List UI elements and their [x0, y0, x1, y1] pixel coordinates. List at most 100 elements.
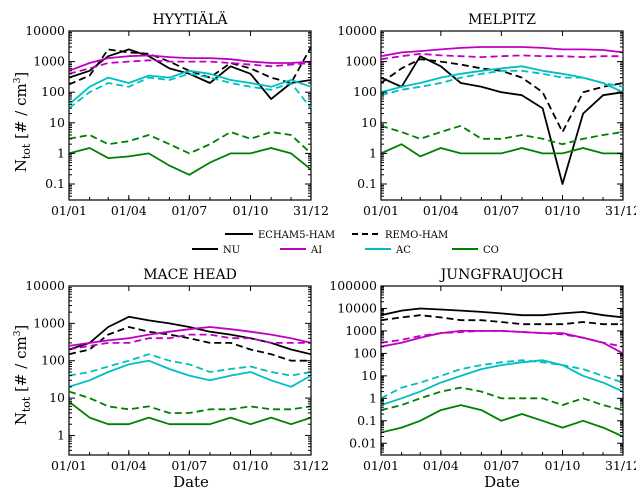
y-tick-label: 0.01 — [349, 435, 377, 450]
legend-label-ac: AC — [395, 245, 411, 256]
x-tick-label: 01/04 — [423, 458, 459, 473]
y-tick-label: 10 — [361, 368, 377, 383]
x-axis-label-left: Date — [173, 473, 209, 491]
series-line-ai-remo-ham — [380, 329, 624, 348]
x-tick-label: 01/01 — [363, 203, 399, 218]
y-tick-label: 100 — [353, 345, 377, 360]
plot-frame — [68, 30, 312, 201]
chart-panels: 01/01 01/04 01/07 01/10 31/120.1110100100010… — [25, 10, 636, 473]
chart-panel-4: 01/01 01/04 01/07 01/10 31/12 0.01 0.1 1 10 100 10… — [329, 267, 636, 473]
series-line-ai-echam5-ham — [380, 329, 624, 355]
y-tick-label: 10000 — [25, 278, 65, 293]
legend-label-co: CO — [483, 245, 499, 256]
series-line-co-remo-ham — [380, 386, 624, 411]
y-tick-label: 1000 — [345, 54, 377, 69]
x-axis-label-right: Date — [484, 473, 520, 491]
y-tick-label: 1 — [57, 145, 65, 160]
series-line-ai-echam5-ham — [380, 46, 624, 58]
legend-label-remo: REMO-HAM — [385, 230, 448, 241]
series-line-ac-echam5-ham — [68, 359, 312, 388]
y-tick-label: 1000 — [33, 315, 65, 330]
series-line-ac-remo-ham — [380, 359, 624, 400]
x-tick-label: 01/10 — [232, 458, 268, 473]
x-tick-label: 31/12 — [605, 458, 636, 473]
legend: ECHAM5-HAM REMO-HAM NU AI AC CO — [192, 230, 499, 256]
series-line-nu-echam5-ham — [380, 55, 624, 185]
y-tick-label: 10 — [49, 115, 65, 130]
x-tick-label: 01/07 — [171, 458, 207, 473]
chart-title: MACE HEAD — [143, 267, 237, 283]
x-tick-label: 01/04 — [423, 203, 459, 218]
series-line-co-echam5-ham — [380, 404, 624, 438]
y-axis-label-top: Ntot [# / cm3] — [12, 72, 33, 173]
series-line-ac-remo-ham — [380, 69, 624, 97]
legend-label-ai: AI — [310, 245, 322, 256]
x-tick-label: 01/10 — [544, 203, 580, 218]
y-tick-label: 10000 — [337, 300, 377, 315]
series-line-co-echam5-ham — [68, 400, 312, 426]
legend-item-ai: AI — [280, 245, 322, 256]
x-tick-label: 01/07 — [171, 203, 207, 218]
y-tick-label: 1 — [369, 390, 377, 405]
y-tick-label: 1 — [57, 427, 65, 442]
y-tick-label: 0.1 — [357, 413, 377, 428]
x-tick-label: 01/01 — [51, 458, 87, 473]
y-tick-label: 10000 — [25, 23, 65, 38]
chart-panel-3: 01/01 01/04 01/07 01/10 31/12 1 10 100 1000 10000… — [25, 267, 329, 473]
series-line-nu-echam5-ham — [68, 48, 312, 100]
series-line-ac-echam5-ham — [380, 359, 624, 406]
chart-panel-2: 01/01 01/04 01/07 01/10 31/12 0.1 1 10 100 1000 10… — [337, 12, 636, 218]
x-tick-label: 31/12 — [293, 458, 329, 473]
legend-item-nu: NU — [192, 245, 240, 256]
legend-label-nu: NU — [223, 245, 240, 256]
y-tick-label: 0.1 — [45, 176, 65, 191]
y-tick-label: 1000 — [345, 323, 377, 338]
x-tick-label: 01/07 — [483, 458, 519, 473]
series-line-ai-remo-ham — [68, 59, 312, 75]
series-line-co-echam5-ham — [68, 147, 312, 176]
series-line-nu-remo-ham — [380, 314, 623, 326]
y-tick-label: 10 — [49, 390, 65, 405]
series-line-ai-echam5-ham — [68, 326, 312, 347]
series-line-ac-echam5-ham — [380, 65, 624, 94]
series-line-ac-remo-ham — [68, 72, 312, 109]
legend-item-ac: AC — [365, 245, 411, 256]
x-tick-label: 01/07 — [483, 203, 519, 218]
y-tick-label: 1000 — [33, 54, 65, 69]
series-line-nu-remo-ham — [68, 326, 311, 362]
series-line-co-remo-ham — [68, 390, 312, 414]
legend-item-remo: REMO-HAM — [352, 230, 448, 241]
series-line-ac-echam5-ham — [68, 69, 312, 106]
series-line-co-remo-ham — [380, 124, 624, 146]
y-tick-label: 10000 — [337, 23, 377, 38]
y-tick-label: 100 — [41, 84, 65, 99]
legend-item-echam: ECHAM5-HAM — [225, 230, 335, 241]
series-line-ac-remo-ham — [68, 353, 312, 377]
y-tick-label: 100 — [353, 84, 377, 99]
plot-frame — [68, 285, 312, 456]
chart-title: MELPITZ — [468, 12, 536, 28]
chart-panel-1: 01/01 01/04 01/07 01/10 31/12 0.1 1 10 100 1000 10… — [25, 10, 329, 218]
legend-item-co: CO — [452, 245, 499, 256]
y-tick-label: 100000 — [329, 278, 377, 293]
x-tick-label: 01/10 — [544, 458, 580, 473]
series-line-ai-echam5-ham — [68, 54, 312, 72]
chart-title: HYYTIÄLÄ — [152, 10, 228, 28]
series-line-ai-remo-ham — [380, 52, 623, 61]
chart-title: JUNGFRAUJOCH — [439, 267, 564, 283]
x-tick-label: 01/04 — [111, 458, 147, 473]
legend-label-echam: ECHAM5-HAM — [258, 230, 335, 241]
x-tick-label: 31/12 — [293, 203, 329, 218]
y-tick-label: 1 — [369, 145, 377, 160]
y-tick-label: 10 — [361, 115, 377, 130]
x-tick-label: 31/12 — [605, 203, 636, 218]
x-tick-label: 01/01 — [51, 203, 87, 218]
y-tick-label: 0.1 — [357, 176, 377, 191]
x-tick-label: 01/10 — [232, 203, 268, 218]
series-line-nu-echam5-ham — [380, 307, 624, 319]
plot-frame — [380, 30, 624, 201]
x-tick-label: 01/04 — [111, 203, 147, 218]
series-line-ai-remo-ham — [68, 333, 311, 351]
x-tick-label: 01/01 — [363, 458, 399, 473]
